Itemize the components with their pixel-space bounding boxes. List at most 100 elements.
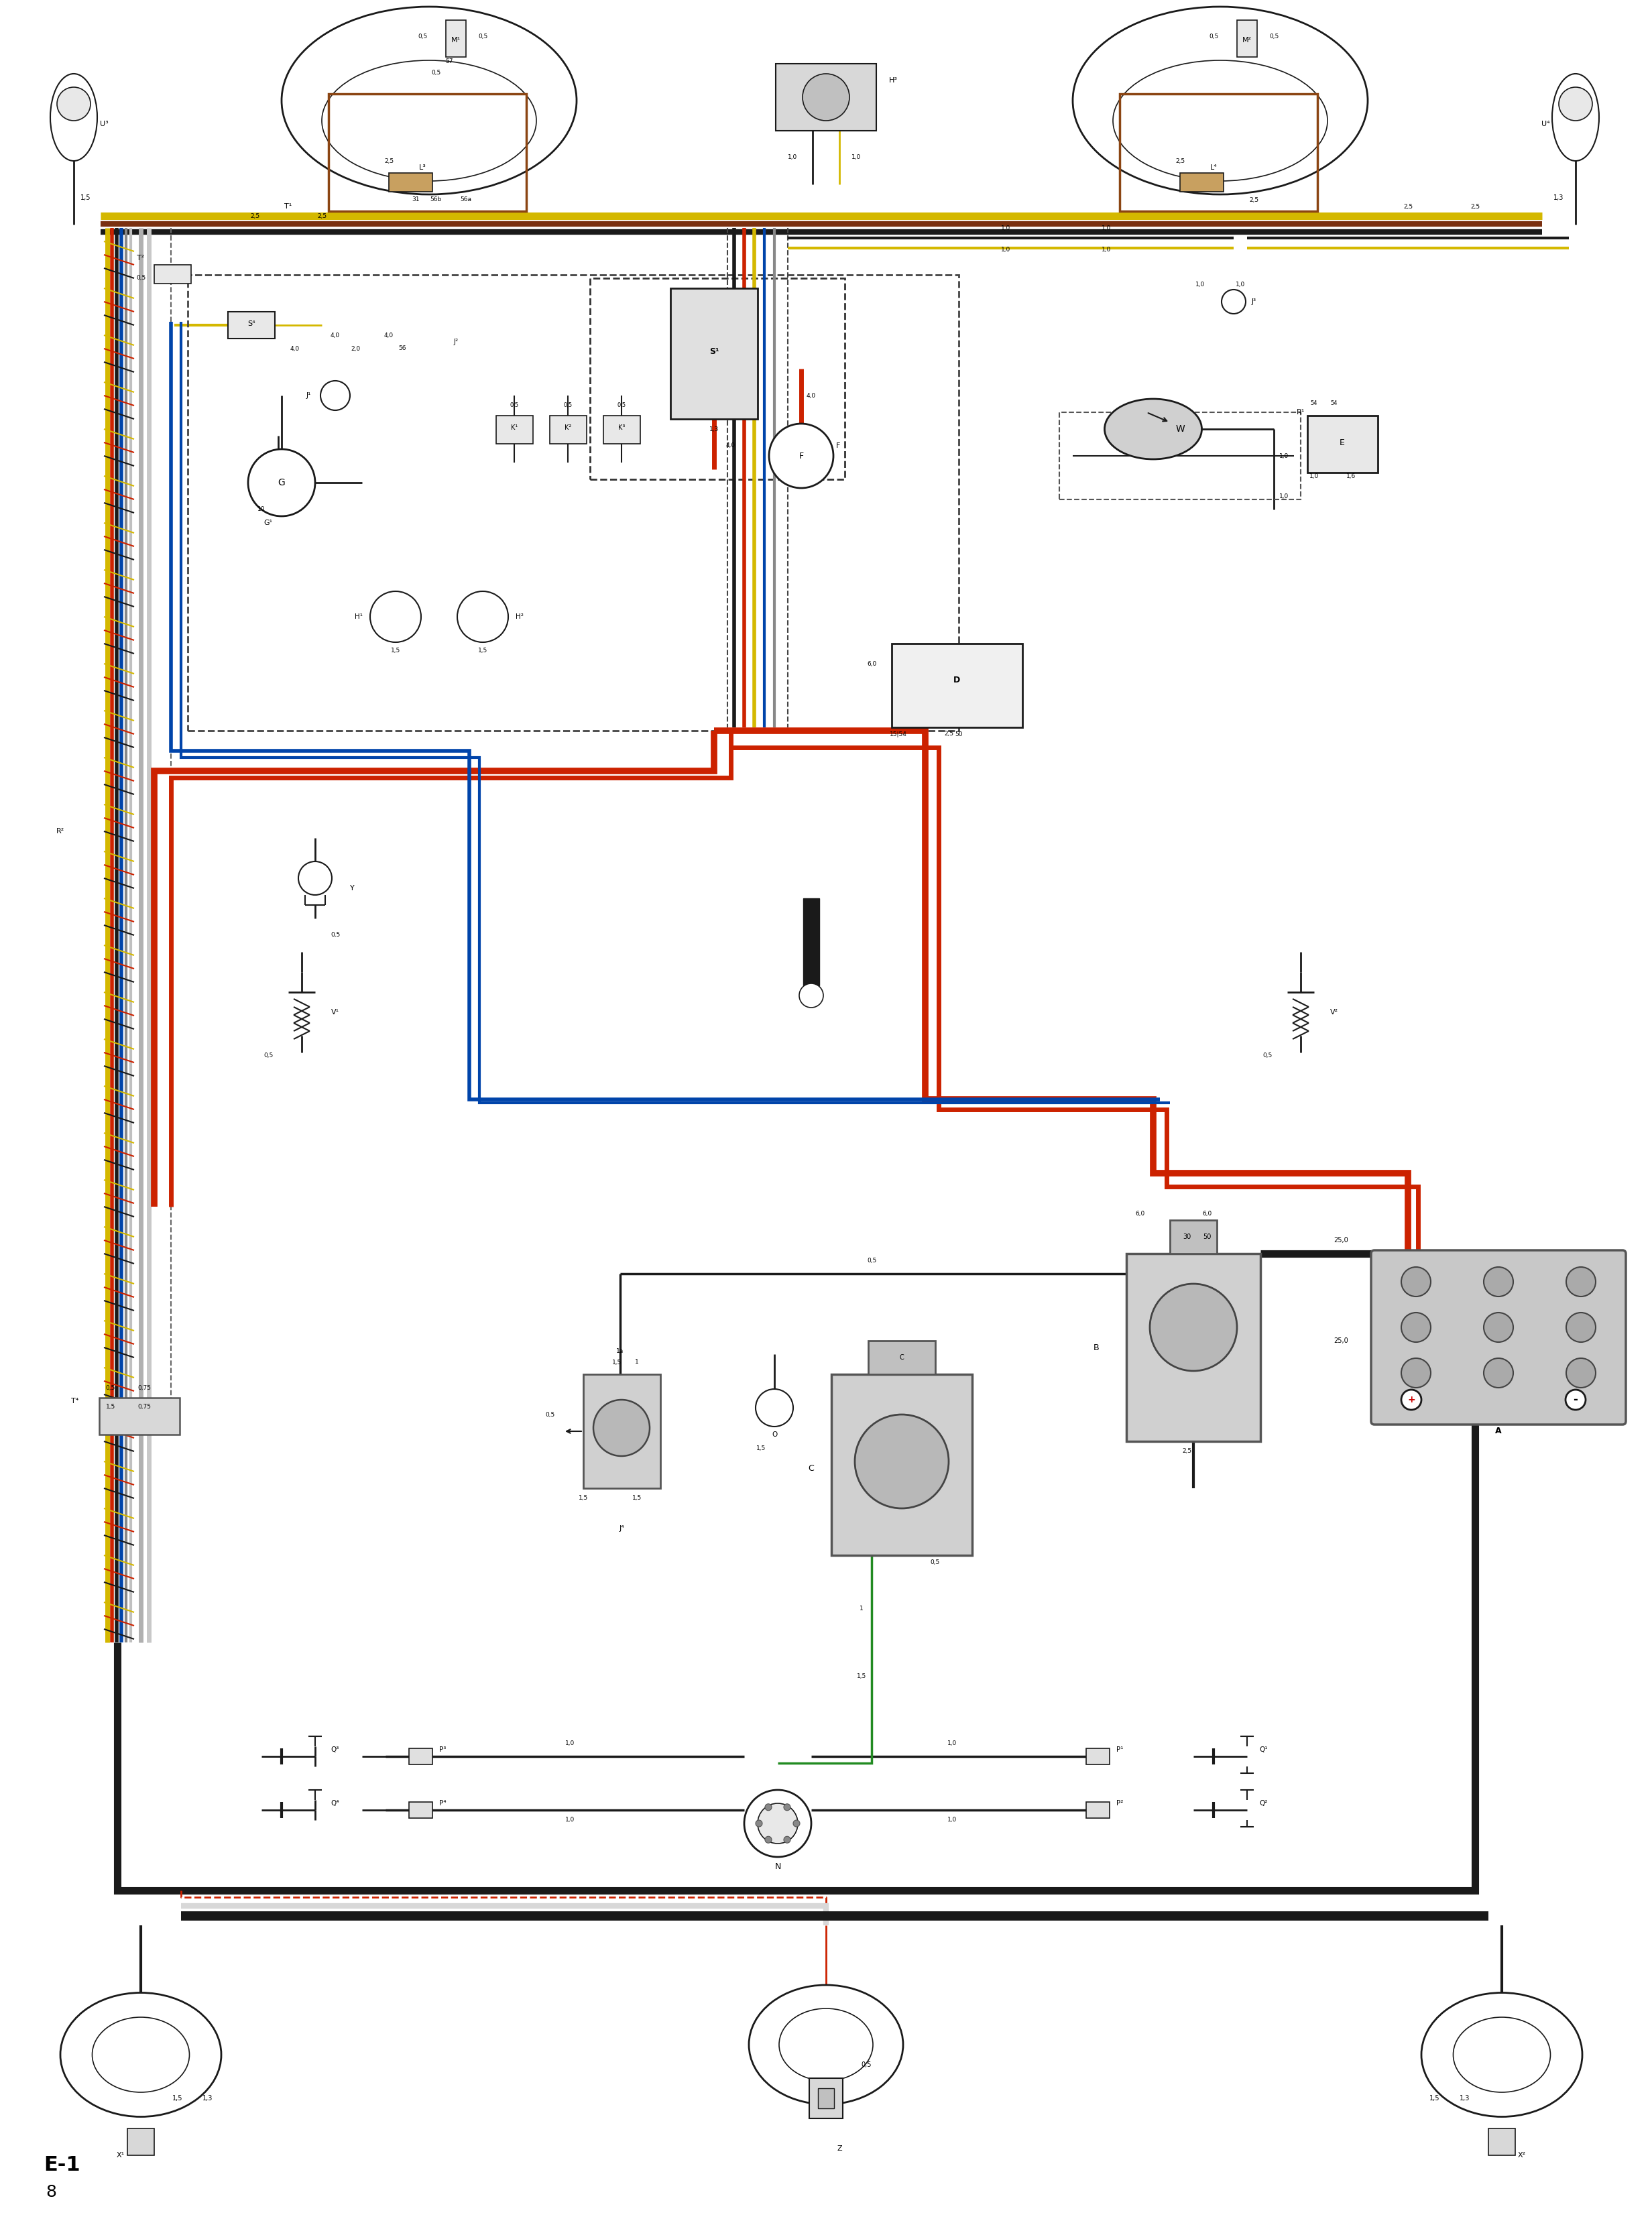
Ellipse shape bbox=[322, 60, 537, 180]
Text: 1: 1 bbox=[634, 1359, 639, 1366]
Text: P⁴: P⁴ bbox=[439, 1800, 446, 1807]
Text: Y: Y bbox=[350, 886, 354, 892]
Text: P¹: P¹ bbox=[1117, 1747, 1123, 1753]
Text: 4,0: 4,0 bbox=[291, 345, 299, 352]
Text: 25,0: 25,0 bbox=[1333, 1237, 1348, 1244]
Text: 30: 30 bbox=[1183, 1233, 1191, 1239]
Text: 2,5: 2,5 bbox=[1181, 1448, 1191, 1455]
Ellipse shape bbox=[1454, 2018, 1551, 2091]
Text: 2,5: 2,5 bbox=[1175, 158, 1184, 165]
Text: 1a: 1a bbox=[616, 1348, 624, 1353]
Text: K³: K³ bbox=[618, 425, 624, 432]
Text: 10: 10 bbox=[258, 507, 266, 512]
Text: L³: L³ bbox=[418, 165, 426, 171]
Ellipse shape bbox=[1553, 73, 1599, 160]
Text: T¹: T¹ bbox=[284, 202, 292, 209]
Circle shape bbox=[1483, 1357, 1513, 1388]
Text: 6,0: 6,0 bbox=[1203, 1210, 1211, 1217]
Text: P³: P³ bbox=[439, 1747, 446, 1753]
Text: 0,5: 0,5 bbox=[861, 2060, 871, 2067]
Text: 6,0: 6,0 bbox=[867, 661, 876, 667]
Text: H²: H² bbox=[515, 614, 524, 621]
Text: V¹: V¹ bbox=[330, 1008, 339, 1015]
Bar bbox=[154, 265, 192, 283]
Bar bbox=[818, 2089, 834, 2109]
Bar bbox=[1307, 416, 1378, 472]
Circle shape bbox=[320, 380, 350, 409]
Text: 2,5: 2,5 bbox=[317, 214, 327, 218]
Text: 1,6: 1,6 bbox=[1346, 474, 1356, 478]
Circle shape bbox=[755, 1820, 762, 1827]
Text: 1,3: 1,3 bbox=[1553, 194, 1564, 200]
Text: 0,5: 0,5 bbox=[867, 1257, 876, 1264]
Ellipse shape bbox=[1421, 1994, 1583, 2116]
Text: 0,5: 0,5 bbox=[106, 1384, 116, 1391]
Text: 1,0: 1,0 bbox=[1196, 283, 1204, 287]
Bar bbox=[410, 1802, 433, 1818]
Text: R¹: R¹ bbox=[1297, 409, 1305, 416]
Text: 1,5: 1,5 bbox=[106, 1404, 116, 1408]
Text: 31: 31 bbox=[411, 196, 420, 202]
Text: 25,0: 25,0 bbox=[1333, 1337, 1348, 1344]
Text: S¹: S¹ bbox=[709, 347, 719, 356]
Text: 1,0: 1,0 bbox=[1279, 494, 1289, 498]
Bar bbox=[388, 174, 433, 191]
Circle shape bbox=[800, 983, 823, 1008]
FancyBboxPatch shape bbox=[1371, 1250, 1626, 1424]
Ellipse shape bbox=[281, 7, 577, 194]
Text: C: C bbox=[808, 1464, 814, 1473]
Circle shape bbox=[1401, 1391, 1421, 1411]
Text: 2,5: 2,5 bbox=[1403, 202, 1412, 209]
Text: 8: 8 bbox=[46, 2185, 56, 2201]
Bar bbox=[603, 416, 641, 443]
Bar bbox=[1180, 174, 1224, 191]
Text: 1,0: 1,0 bbox=[565, 1818, 575, 1822]
Text: 0,5: 0,5 bbox=[1209, 33, 1218, 40]
Text: F: F bbox=[836, 443, 841, 449]
Circle shape bbox=[299, 861, 332, 894]
Text: 0,5: 0,5 bbox=[330, 932, 340, 939]
Bar bbox=[671, 289, 758, 418]
Bar bbox=[1085, 1749, 1110, 1764]
Circle shape bbox=[755, 1388, 793, 1426]
Text: 4,0: 4,0 bbox=[385, 332, 393, 338]
Text: D: D bbox=[953, 676, 960, 685]
Ellipse shape bbox=[50, 73, 97, 160]
Text: T⁴: T⁴ bbox=[71, 1397, 79, 1404]
Text: Q¹: Q¹ bbox=[1259, 1747, 1269, 1753]
Text: Z: Z bbox=[838, 2145, 843, 2152]
Bar bbox=[583, 1375, 661, 1489]
Bar bbox=[590, 278, 844, 478]
Text: 0,75: 0,75 bbox=[137, 1404, 150, 1408]
Text: 1,3: 1,3 bbox=[1460, 2096, 1470, 2103]
Text: 1,0: 1,0 bbox=[1279, 454, 1289, 458]
Text: L⁴: L⁴ bbox=[1209, 165, 1218, 171]
Bar bbox=[1085, 1802, 1110, 1818]
Circle shape bbox=[1401, 1313, 1431, 1342]
Text: 1,0: 1,0 bbox=[1001, 247, 1011, 254]
Text: K²: K² bbox=[565, 425, 572, 432]
Text: 0,5: 0,5 bbox=[930, 1560, 940, 1564]
Text: 1,0: 1,0 bbox=[947, 1818, 957, 1822]
Text: S⁴: S⁴ bbox=[248, 320, 256, 327]
Text: 15|54: 15|54 bbox=[890, 732, 907, 736]
Circle shape bbox=[793, 1820, 800, 1827]
Text: 2,5: 2,5 bbox=[1249, 196, 1259, 202]
Text: 1,5: 1,5 bbox=[757, 1444, 767, 1451]
Bar bbox=[188, 276, 958, 730]
Text: 54: 54 bbox=[1330, 400, 1338, 407]
Text: 2,5: 2,5 bbox=[1470, 202, 1480, 209]
Text: X¹: X¹ bbox=[117, 2152, 126, 2158]
Text: 0,75: 0,75 bbox=[137, 1384, 150, 1391]
Text: M²: M² bbox=[1242, 38, 1252, 44]
Text: 1,5: 1,5 bbox=[392, 647, 400, 654]
Text: 1,0: 1,0 bbox=[851, 154, 861, 160]
Circle shape bbox=[370, 592, 421, 643]
Text: J³: J³ bbox=[1251, 298, 1256, 305]
Bar bbox=[1488, 2129, 1515, 2156]
Ellipse shape bbox=[1072, 7, 1368, 194]
Bar bbox=[228, 312, 274, 338]
Text: H³: H³ bbox=[889, 78, 897, 85]
Text: 0,5: 0,5 bbox=[545, 1411, 555, 1417]
Text: 1,5: 1,5 bbox=[857, 1673, 866, 1680]
